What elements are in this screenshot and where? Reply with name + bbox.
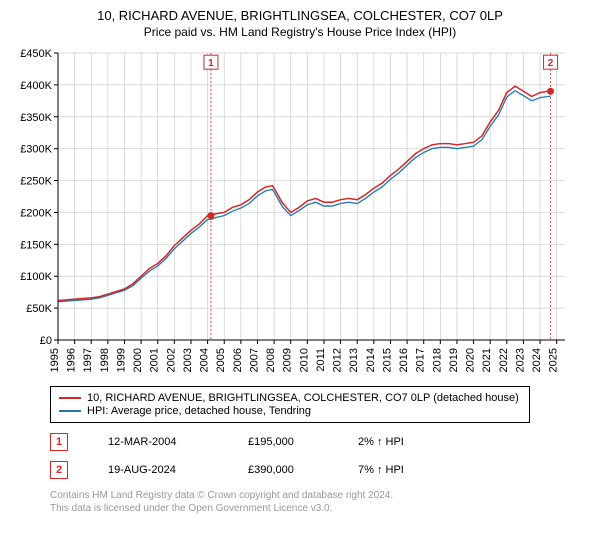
svg-text:2007: 2007 [248,348,260,372]
transaction-date: 12-MAR-2004 [108,436,208,448]
legend-swatch [59,410,81,412]
svg-text:£300K: £300K [20,144,52,156]
legend-swatch [59,397,81,399]
svg-text:£350K: £350K [20,112,52,124]
title-block: 10, RICHARD AVENUE, BRIGHTLINGSEA, COLCH… [10,8,590,39]
svg-text:1996: 1996 [66,348,78,372]
chart-title-address: 10, RICHARD AVENUE, BRIGHTLINGSEA, COLCH… [10,8,590,23]
transactions-section: 1 12-MAR-2004 £195,000 2% ↑ HPI 2 19-AUG… [50,433,590,479]
svg-text:2011: 2011 [315,348,327,372]
svg-text:2020: 2020 [465,348,477,372]
svg-text:£400K: £400K [20,80,52,92]
transaction-pct: 2% ↑ HPI [358,436,438,448]
svg-text:2008: 2008 [265,348,277,372]
legend-row: 10, RICHARD AVENUE, BRIGHTLINGSEA, COLCH… [59,392,521,404]
svg-text:2015: 2015 [381,348,393,372]
svg-text:2012: 2012 [332,348,344,372]
svg-text:2017: 2017 [415,348,427,372]
transaction-badge: 1 [50,433,68,451]
svg-text:1997: 1997 [82,348,94,372]
svg-text:2004: 2004 [199,348,211,372]
chart-subtitle: Price paid vs. HM Land Registry's House … [10,25,590,39]
svg-text:£200K: £200K [20,207,52,219]
svg-text:1: 1 [208,58,214,69]
svg-text:1995: 1995 [49,348,61,372]
transaction-badge: 2 [50,461,68,479]
svg-text:2003: 2003 [182,348,194,372]
svg-text:2024: 2024 [531,348,543,372]
line-chart-svg: £0 £50K £100K £150K £200K £250K £300K £350K £400… [10,45,570,375]
transaction-date: 19-AUG-2024 [108,464,208,476]
footer-text: Contains HM Land Registry data © Crown c… [50,489,590,515]
svg-text:£450K: £450K [20,48,52,60]
svg-text:£100K: £100K [20,271,52,283]
svg-text:2013: 2013 [348,348,360,372]
svg-text:2018: 2018 [431,348,443,372]
legend-box: 10, RICHARD AVENUE, BRIGHTLINGSEA, COLCH… [50,386,530,423]
svg-text:2022: 2022 [498,348,510,372]
svg-text:£250K: £250K [20,176,52,188]
legend-label: 10, RICHARD AVENUE, BRIGHTLINGSEA, COLCH… [87,392,519,404]
svg-text:2: 2 [548,58,554,69]
svg-text:2016: 2016 [398,348,410,372]
svg-text:2005: 2005 [215,348,227,372]
svg-text:2023: 2023 [514,348,526,372]
svg-text:2025: 2025 [548,348,560,372]
svg-text:1999: 1999 [115,348,127,372]
legend-row: HPI: Average price, detached house, Tend… [59,405,521,417]
transaction-row: 2 19-AUG-2024 £390,000 7% ↑ HPI [50,461,590,479]
footer-line1: Contains HM Land Registry data © Crown c… [50,489,590,502]
svg-text:2010: 2010 [298,348,310,372]
svg-text:£0: £0 [40,335,52,347]
transaction-price: £195,000 [248,436,318,448]
transaction-pct: 7% ↑ HPI [358,464,438,476]
svg-text:2021: 2021 [481,348,493,372]
svg-text:2014: 2014 [365,348,377,372]
svg-text:£50K: £50K [26,303,52,315]
svg-text:2009: 2009 [282,348,294,372]
footer-line2: This data is licensed under the Open Gov… [50,502,590,515]
legend-label: HPI: Average price, detached house, Tend… [87,405,311,417]
transaction-row: 1 12-MAR-2004 £195,000 2% ↑ HPI [50,433,590,451]
chart-area: £0 £50K £100K £150K £200K £250K £300K £350K £400… [10,45,590,380]
svg-text:2002: 2002 [165,348,177,372]
svg-text:2001: 2001 [149,348,161,372]
svg-text:2019: 2019 [448,348,460,372]
svg-text:1998: 1998 [99,348,111,372]
transaction-price: £390,000 [248,464,318,476]
svg-text:£150K: £150K [20,239,52,251]
svg-text:2006: 2006 [232,348,244,372]
svg-text:2000: 2000 [132,348,144,372]
